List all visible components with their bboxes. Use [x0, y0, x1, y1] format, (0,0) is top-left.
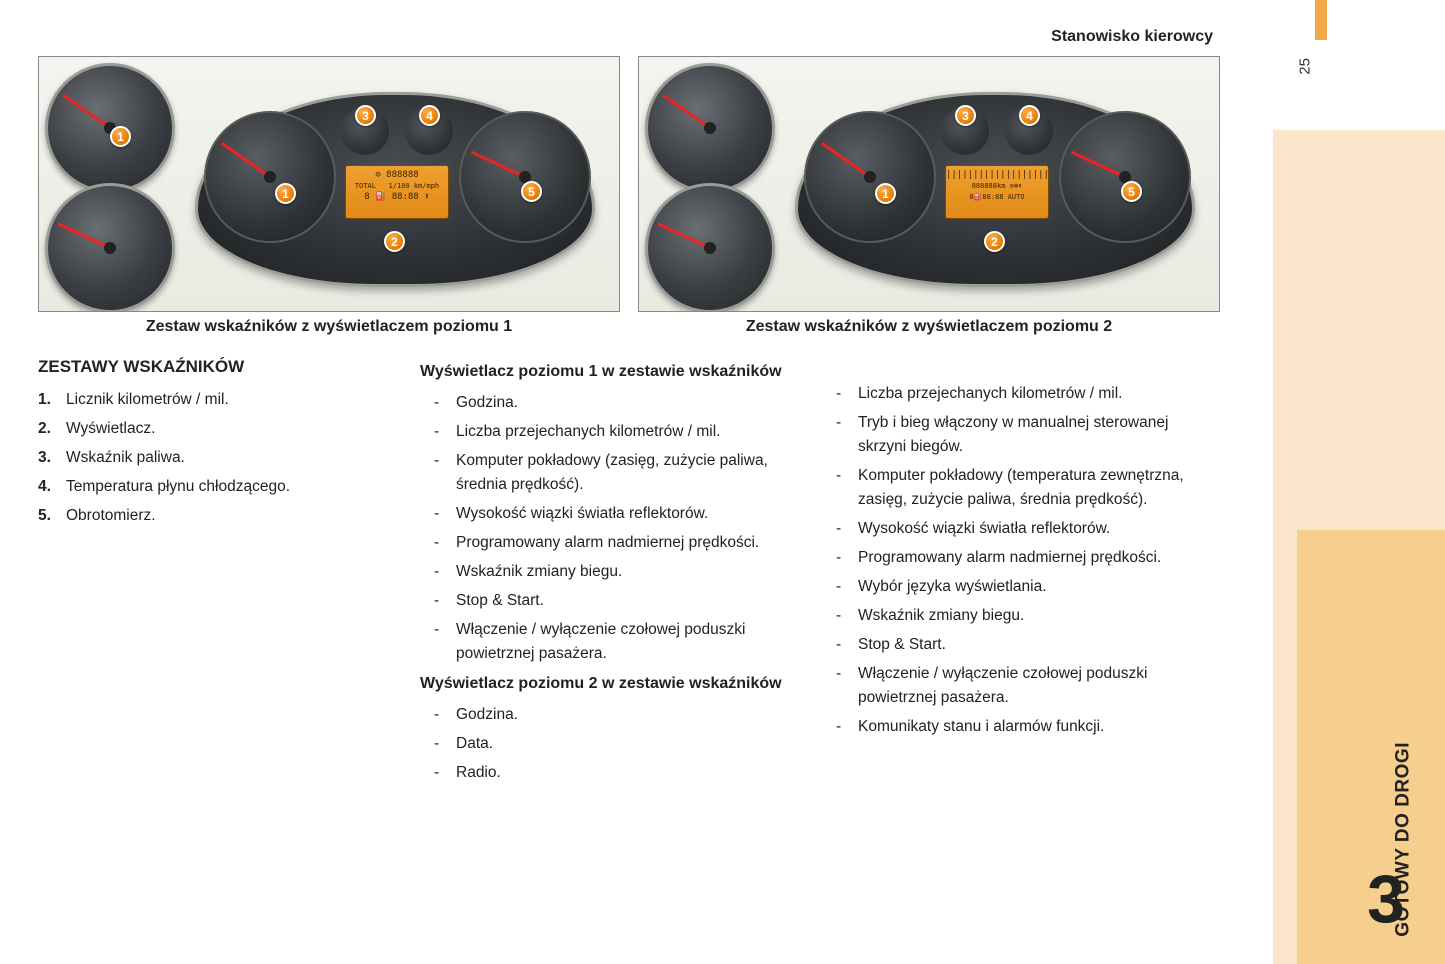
list-item: Komputer pokładowy (temperatura zewnętrz…: [822, 464, 1192, 512]
figure-2: |||||||||||||||||||| 888888km ⊙❄⬍ 8⛽88:8…: [638, 56, 1220, 312]
list-item: Wskaźnik zmiany biegu.: [420, 560, 790, 584]
callout-2: 2: [384, 231, 405, 252]
cluster-tach-2: [1059, 111, 1191, 243]
callout-1b: 1: [875, 183, 896, 204]
list-item: Wskaźnik zmiany biegu.: [822, 604, 1192, 628]
list-item: Włączenie / wyłączenie czołowej poduszki…: [420, 618, 790, 666]
callout-4b: 4: [1019, 105, 1040, 126]
lcd2-line2: 888888km ⊙❄⬍: [972, 182, 1023, 190]
figure-2-wrap: |||||||||||||||||||| 888888km ⊙❄⬍ 8⛽88:8…: [638, 56, 1220, 336]
detail-gauge-speedo: 1: [45, 63, 175, 193]
corner-accent: [1315, 0, 1327, 40]
callout-4: 4: [419, 105, 440, 126]
lcd-display-1: ⊙ 888888 TOTAL 1/100 km/mph 8 ⛽ 88:88 ⬆: [345, 165, 449, 219]
col2-h1: Wyświetlacz poziomu 1 w zestawie wskaźni…: [420, 360, 790, 385]
list-item: Liczba przejechanych kilometrów / mil.: [822, 382, 1192, 406]
cluster-tach: [459, 111, 591, 243]
figures-row: 1 ⊙ 888888 TOTAL 1/100 km/mph 8 ⛽ 88: [38, 56, 1237, 336]
list-item: 5.Obrotomierz.: [38, 504, 388, 528]
list-item: Programowany alarm nadmiernej prędkości.: [420, 531, 790, 555]
list-item: 4.Temperatura płynu chłodzącego.: [38, 475, 388, 499]
figure-1-wrap: 1 ⊙ 888888 TOTAL 1/100 km/mph 8 ⛽ 88: [38, 56, 620, 336]
callout-3: 3: [355, 105, 376, 126]
column-3: Liczba przejechanych kilometrów / mil. T…: [822, 354, 1192, 790]
list-item: 1.Licznik kilometrów / mil.: [38, 388, 388, 412]
lcd2-line3: 8⛽88:88 AUTO: [969, 193, 1024, 201]
page-content: Stanowisko kierowcy 1: [0, 0, 1275, 818]
page-number: 25: [1297, 58, 1314, 75]
cluster-speedo: [204, 111, 336, 243]
lcd2-line1: ||||||||||||||||||||: [946, 170, 1049, 180]
list-item: 3.Wskaźnik paliwa.: [38, 446, 388, 470]
col2-list1: Godzina. Liczba przejechanych kilometrów…: [420, 391, 790, 666]
callout-5b: 5: [1121, 181, 1142, 202]
col2-list2: Godzina. Data. Radio.: [420, 703, 790, 785]
detail-gauge-speedo-2: [645, 63, 775, 193]
col1-heading: ZESTAWY WSKAŹNIKÓW: [38, 354, 388, 380]
cluster-speedo-2: [804, 111, 936, 243]
lcd-display-2: |||||||||||||||||||| 888888km ⊙❄⬍ 8⛽88:8…: [945, 165, 1049, 219]
detail-gauge-tach-2: [645, 183, 775, 312]
col1-list: 1.Licznik kilometrów / mil. 2.Wyświetlac…: [38, 388, 388, 528]
section-title: Stanowisko kierowcy: [38, 28, 1237, 46]
col3-list: Liczba przejechanych kilometrów / mil. T…: [822, 382, 1192, 739]
chapter-number: 3: [1367, 860, 1405, 938]
list-item: Wysokość wiązki światła reflektorów.: [822, 517, 1192, 541]
list-item: Godzina.: [420, 391, 790, 415]
list-item: Liczba przejechanych kilometrów / mil.: [420, 420, 790, 444]
list-item: Stop & Start.: [822, 633, 1192, 657]
figure-1-caption: Zestaw wskaźników z wyświetlaczem poziom…: [38, 318, 620, 336]
column-2: Wyświetlacz poziomu 1 w zestawie wskaźni…: [420, 354, 790, 790]
callout-3b: 3: [955, 105, 976, 126]
callout-1: 1: [275, 183, 296, 204]
list-item: Radio.: [420, 761, 790, 785]
column-1: ZESTAWY WSKAŹNIKÓW 1.Licznik kilometrów …: [38, 354, 388, 790]
list-item: Stop & Start.: [420, 589, 790, 613]
list-item: Godzina.: [420, 703, 790, 727]
list-item: Data.: [420, 732, 790, 756]
list-item: 2.Wyświetlacz.: [38, 417, 388, 441]
list-item: Wysokość wiązki światła reflektorów.: [420, 502, 790, 526]
callout-1-detail: 1: [110, 126, 131, 147]
callout-5: 5: [521, 181, 542, 202]
callout-2b: 2: [984, 231, 1005, 252]
list-item: Tryb i bieg włączony w manualnej sterowa…: [822, 411, 1192, 459]
figure-1: 1 ⊙ 888888 TOTAL 1/100 km/mph 8 ⛽ 88: [38, 56, 620, 312]
list-item: Komunikaty stanu i alarmów funkcji.: [822, 715, 1192, 739]
list-item: Komputer pokładowy (zasięg, zużycie pali…: [420, 449, 790, 497]
text-columns: ZESTAWY WSKAŹNIKÓW 1.Licznik kilometrów …: [38, 354, 1237, 790]
col2-h2: Wyświetlacz poziomu 2 w zestawie wskaźni…: [420, 672, 790, 697]
figure-2-caption: Zestaw wskaźników z wyświetlaczem poziom…: [638, 318, 1220, 336]
list-item: Programowany alarm nadmiernej prędkości.: [822, 546, 1192, 570]
detail-gauge-tach: [45, 183, 175, 312]
list-item: Włączenie / wyłączenie czołowej poduszki…: [822, 662, 1192, 710]
list-item: Wybór języka wyświetlania.: [822, 575, 1192, 599]
lcd1-line2: 8 ⛽ 88:88 ⬆: [364, 192, 429, 202]
lcd1-line1: ⊙ 888888: [375, 170, 418, 180]
